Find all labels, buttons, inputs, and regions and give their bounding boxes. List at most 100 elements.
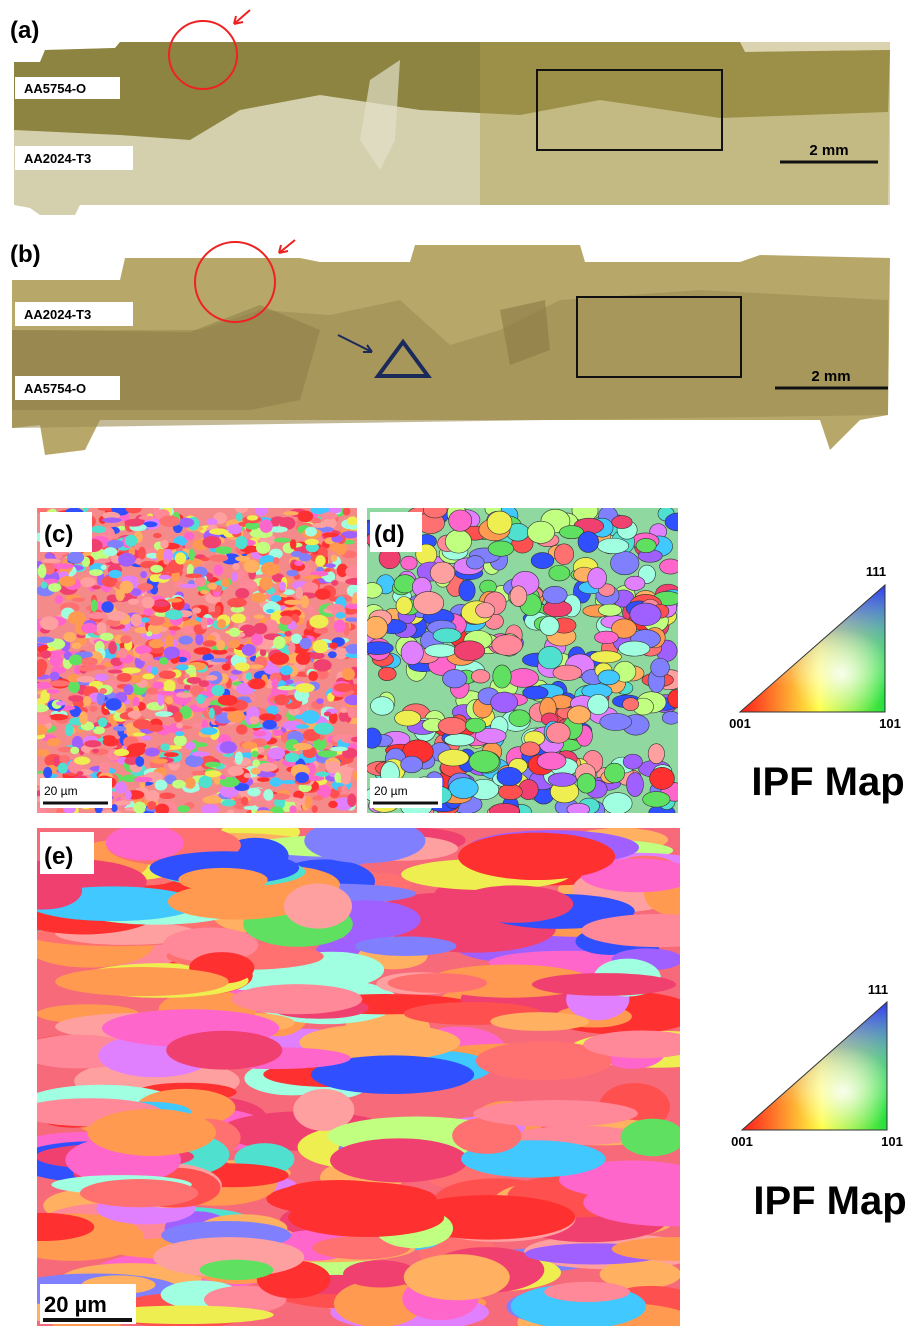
- grain: [133, 732, 146, 736]
- grain: [401, 756, 423, 773]
- ipf-corner: 101: [881, 1134, 903, 1149]
- grain: [231, 614, 246, 624]
- grain: [298, 511, 313, 523]
- grain: [598, 670, 620, 685]
- ipf-corner: 001: [729, 716, 751, 731]
- grain: [324, 568, 331, 572]
- grain: [490, 1012, 589, 1031]
- grain: [284, 884, 352, 929]
- grain: [365, 616, 388, 639]
- grain: [102, 517, 121, 522]
- grain: [215, 606, 221, 616]
- grain: [508, 669, 539, 688]
- grain: [96, 558, 111, 563]
- grain: [68, 681, 80, 693]
- grain: [279, 582, 286, 591]
- grain: [270, 595, 281, 602]
- grain: [70, 747, 79, 754]
- grain: [280, 616, 293, 625]
- grain: [79, 711, 88, 725]
- grain: [213, 564, 223, 575]
- grain: [67, 552, 84, 564]
- grain: [133, 719, 152, 729]
- grain: [598, 604, 621, 616]
- grain: [55, 563, 74, 569]
- ipf-corner: 101: [879, 716, 901, 731]
- grain: [159, 657, 168, 665]
- grain: [413, 591, 444, 614]
- grain: [115, 782, 126, 794]
- grain: [329, 642, 338, 648]
- grain: [567, 803, 590, 815]
- grain: [271, 678, 278, 688]
- grain: [76, 676, 95, 683]
- grain: [180, 584, 198, 588]
- grain: [58, 763, 68, 774]
- grain: [94, 674, 108, 681]
- grain: [146, 687, 158, 694]
- ipf-corner: 111: [866, 564, 886, 579]
- grain: [309, 652, 324, 659]
- grain: [36, 749, 49, 757]
- grain: [284, 600, 302, 605]
- grain: [227, 809, 234, 815]
- grain: [114, 749, 129, 756]
- grain: [274, 694, 289, 705]
- grain: [603, 793, 632, 815]
- grain: [362, 583, 382, 599]
- grain: [107, 611, 127, 621]
- grain: [33, 714, 52, 725]
- grain: [164, 752, 179, 757]
- grain: [546, 722, 570, 743]
- grain: [510, 586, 527, 607]
- grain: [50, 671, 60, 680]
- grain: [40, 650, 51, 659]
- grain: [351, 737, 361, 742]
- grain: [91, 526, 106, 533]
- grain: [331, 555, 337, 562]
- grain: [449, 510, 472, 531]
- grain: [72, 642, 82, 649]
- grain: [117, 673, 132, 682]
- grain: [236, 724, 247, 734]
- grain: [326, 761, 341, 773]
- grain: [143, 608, 152, 616]
- grain: [35, 637, 55, 644]
- grain: [229, 628, 240, 637]
- grain: [630, 603, 661, 626]
- grain: [175, 731, 185, 736]
- material-label: AA5754-O: [24, 381, 86, 396]
- grain: [295, 683, 315, 693]
- grain: [308, 671, 318, 681]
- material-label: AA5754-O: [24, 81, 86, 96]
- grain: [650, 767, 675, 789]
- grain: [241, 797, 248, 806]
- grain: [445, 530, 471, 553]
- grain: [147, 801, 156, 810]
- grain: [548, 773, 577, 787]
- grain: [288, 1198, 444, 1237]
- grain: [163, 646, 180, 658]
- grain: [489, 803, 519, 817]
- grain: [583, 1030, 700, 1058]
- grain: [459, 580, 475, 601]
- grain: [665, 513, 690, 531]
- grain: [36, 659, 48, 673]
- grain: [125, 790, 132, 800]
- grain: [99, 762, 110, 774]
- grain: [312, 523, 328, 528]
- grain: [471, 670, 490, 683]
- grain: [193, 624, 202, 633]
- grain: [83, 696, 91, 706]
- grain: [466, 718, 486, 733]
- grain: [157, 691, 176, 696]
- grain: [600, 713, 632, 730]
- grain: [339, 712, 348, 722]
- grain: [159, 793, 175, 800]
- grain: [38, 564, 47, 578]
- grain: [131, 614, 143, 627]
- grain: [301, 710, 319, 724]
- scale-bar-label: 20 µm: [44, 1292, 107, 1317]
- grain: [227, 598, 247, 608]
- grain: [588, 568, 607, 589]
